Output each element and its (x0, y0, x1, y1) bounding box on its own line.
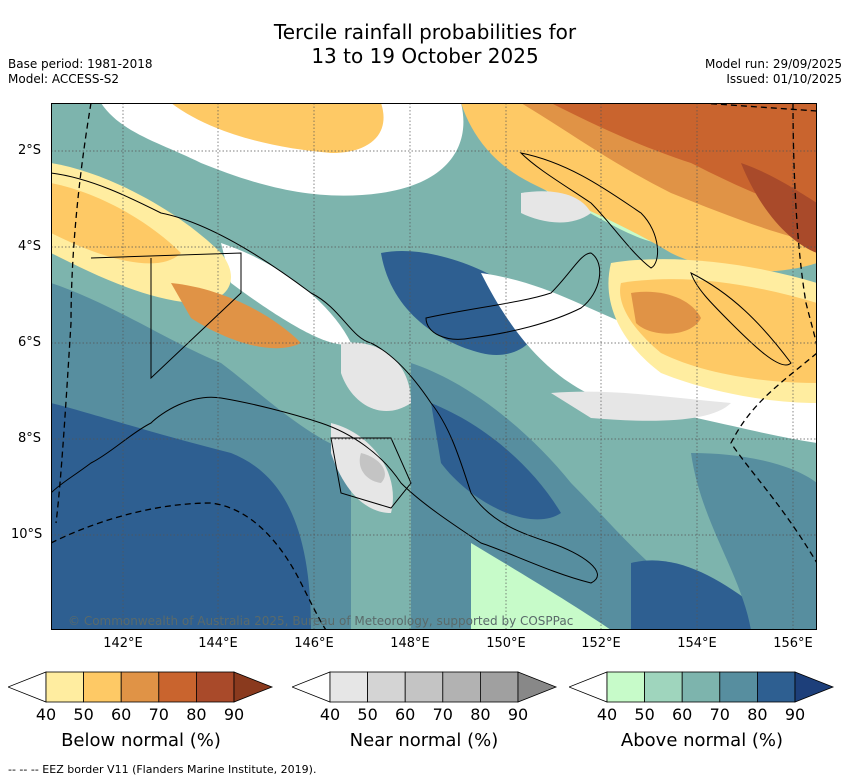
zone-near-60 (359, 453, 385, 483)
model-run: Model run: 29/09/2025 (704, 57, 842, 71)
colorbar-cell (479, 671, 519, 703)
colorbar-cell (195, 671, 235, 703)
lat-tick-8s: 8°S (18, 431, 42, 446)
lon-tick-150e: 150°E (486, 636, 526, 651)
colorbar-tick-label: 90 (223, 705, 245, 724)
base-period: Base period: 1981-2018 (8, 57, 153, 71)
colorbar-cell (606, 671, 645, 703)
colorbar-cell (442, 671, 481, 703)
zone-below-60-west (51, 183, 181, 264)
colorbar-above-normal (569, 671, 835, 703)
colorbar-tick-label: 60 (672, 705, 693, 724)
zone-above-70-east (691, 453, 817, 630)
colorbar-label-near: Near normal (%) (349, 730, 499, 751)
eez-border (51, 103, 817, 630)
zone-near-40-a (521, 191, 591, 223)
coastline-bougainville (690, 272, 792, 366)
lat-tick-6s: 6°S (18, 335, 42, 350)
colorbar-low-extension (292, 671, 331, 703)
title-line-2: 13 to 19 October 2025 (311, 44, 539, 68)
coastline-png (51, 172, 598, 584)
zone-below-90-northeast (741, 163, 817, 253)
colorbar-tick-label: 40 (596, 705, 618, 724)
map-frame (51, 103, 817, 630)
lon-tick-152e: 152°E (581, 636, 621, 651)
zone-below-60-north (171, 103, 384, 153)
colorbar-tick-label: 90 (784, 705, 806, 724)
colorbar-tick-label: 40 (319, 705, 341, 724)
colorbar-tick-label: 40 (35, 705, 57, 724)
colorbar-cell (45, 671, 84, 703)
zone-above-80-southwest (51, 403, 311, 630)
colorbar-label-below: Below normal (%) (61, 730, 221, 751)
colorbar-tick-label: 80 (747, 705, 768, 724)
colorbar-tick-label: 70 (432, 705, 453, 724)
colorbar-label-above: Above normal (%) (620, 730, 784, 751)
coastline-new-britain (425, 252, 601, 340)
model-name: Model: ACCESS-S2 (8, 72, 120, 86)
lon-tick-144e: 144°E (198, 636, 238, 651)
rainfall-map (51, 103, 817, 630)
colorbar-near-normal (292, 671, 558, 703)
zone-below-70-east (631, 291, 701, 334)
meta-left: Base period: 1981-2018 Model: ACCESS-S2 (8, 57, 153, 87)
lon-tick-154e: 154°E (677, 636, 717, 651)
colorbar-tick-label: 60 (111, 705, 132, 724)
eez-footnote: -- -- -- EEZ border V11 (Flanders Marine… (8, 763, 317, 776)
lon-tick-156e: 156°E (773, 636, 813, 651)
colorbar-cell (329, 671, 368, 703)
zone-near-40-d (551, 391, 731, 421)
colorbar-low-extension (8, 671, 47, 703)
lon-tick-142e: 142°E (103, 636, 143, 651)
colorbar-tick-label: 80 (186, 705, 207, 724)
colorbar-cell (644, 671, 683, 703)
colorbar-cell (83, 671, 122, 703)
zone-near-40-b (341, 342, 411, 412)
colorbar-cell (158, 671, 197, 703)
lat-tick-4s: 4°S (18, 239, 42, 254)
colorbar-low-extension (569, 671, 608, 703)
title-line-1: Tercile rainfall probabilities for (273, 20, 577, 44)
copyright-notice: © Commonwealth of Australia 2025, Bureau… (68, 614, 574, 628)
colorbar-tick-label: 60 (395, 705, 416, 724)
zone-below-80-northeast (551, 103, 817, 213)
colorbar-high-extension (517, 671, 558, 703)
gridlines (51, 103, 817, 630)
colorbar-cell (756, 671, 796, 703)
zone-above-80-central (431, 403, 561, 520)
lon-tick-146e: 146°E (294, 636, 334, 651)
lat-tick-10s: 10°S (11, 527, 43, 542)
colorbar-cell (367, 671, 406, 703)
province-boundary-b (330, 437, 412, 509)
colorbar-cell (120, 671, 160, 703)
colorbar-tick-label: 70 (148, 705, 169, 724)
lon-tick-148e: 148°E (390, 636, 430, 651)
coastline-new-ireland (519, 152, 659, 269)
zone-below-70-centralwest (171, 283, 301, 349)
colorbar-tick-label: 80 (470, 705, 491, 724)
colorbar-tick-label: 50 (73, 705, 94, 724)
zone-above-80-southeast (631, 560, 751, 630)
colorbar-below-normal (8, 671, 274, 703)
colorbar-tick-label: 50 (634, 705, 655, 724)
colorbar-tick-label: 70 (709, 705, 730, 724)
colorbar-high-extension (794, 671, 835, 703)
zone-above-80-north (381, 251, 538, 355)
zone-neutral-west (221, 243, 351, 345)
issued-date: Issued: 01/10/2025 (726, 72, 842, 86)
colorbar-tick-label: 90 (507, 705, 529, 724)
colorbar-high-extension (233, 671, 274, 703)
lat-tick-2s: 2°S (18, 143, 42, 158)
colorbar-tick-label: 50 (357, 705, 378, 724)
colorbar-cell (719, 671, 758, 703)
colorbar-cell (404, 671, 444, 703)
map-title: Tercile rainfall probabilities for 13 to… (0, 20, 850, 68)
province-boundary-a (90, 252, 242, 380)
colorbar-cell (681, 671, 721, 703)
meta-right: Model run: 29/09/2025 Issued: 01/10/2025 (705, 57, 842, 87)
